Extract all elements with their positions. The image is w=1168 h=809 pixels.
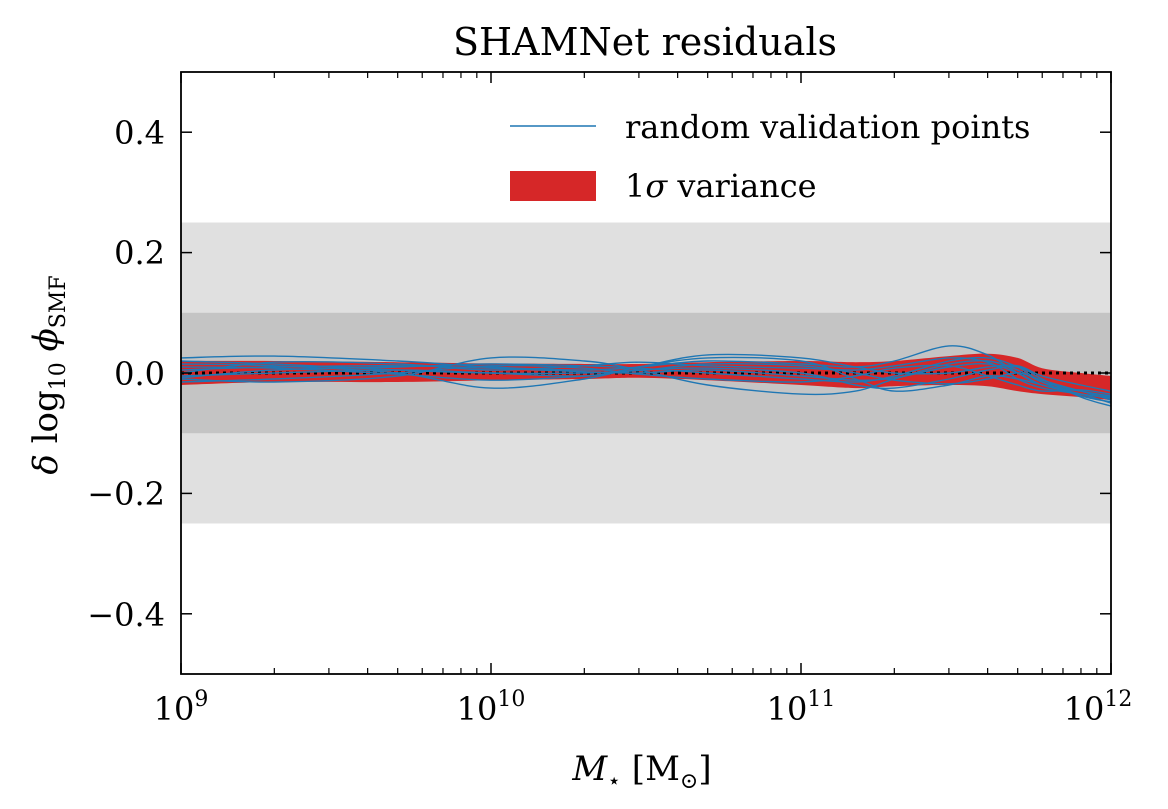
x-tick-labels: 109 1010 1011 1012 [154, 687, 1133, 728]
legend-entry-validation: random validation points [510, 108, 1030, 146]
y-tick-label: 0.4 [114, 114, 165, 152]
y-tick-label: 0.2 [114, 234, 165, 272]
legend-patch-swatch [510, 171, 596, 201]
x-tick-label: 1010 [457, 687, 526, 728]
chart-title: SHAMNet residuals [453, 20, 837, 64]
y-tick-label: −0.2 [87, 475, 165, 513]
series-layer [181, 345, 1111, 407]
x-axis-label: M⋆ [M⊙] [571, 749, 711, 794]
y-tick-label: 0.0 [114, 355, 165, 393]
legend-label: 1σ variance [625, 167, 817, 205]
validation-curve [181, 360, 1111, 397]
validation-curve [181, 365, 1111, 407]
x-tick-label: 109 [154, 687, 209, 728]
legend: random validation points 1σ variance [510, 108, 1030, 205]
validation-curve [181, 356, 1111, 401]
validation-curve [181, 364, 1111, 395]
legend-label: random validation points [625, 108, 1030, 146]
validation-curve [181, 356, 1111, 403]
x-tick-label: 1012 [1064, 687, 1133, 728]
x-tick-label: 1011 [767, 687, 836, 728]
y-tick-labels: 0.4 0.2 0.0 −0.2 −0.4 [87, 114, 165, 634]
validation-curve [181, 363, 1111, 398]
y-tick-label: −0.4 [87, 596, 165, 634]
axis-ticks [180, 72, 1112, 674]
y-axis-label: δ log10 ϕSMF [26, 275, 71, 474]
legend-entry-variance: 1σ variance [510, 167, 817, 205]
validation-curve [181, 357, 1111, 399]
